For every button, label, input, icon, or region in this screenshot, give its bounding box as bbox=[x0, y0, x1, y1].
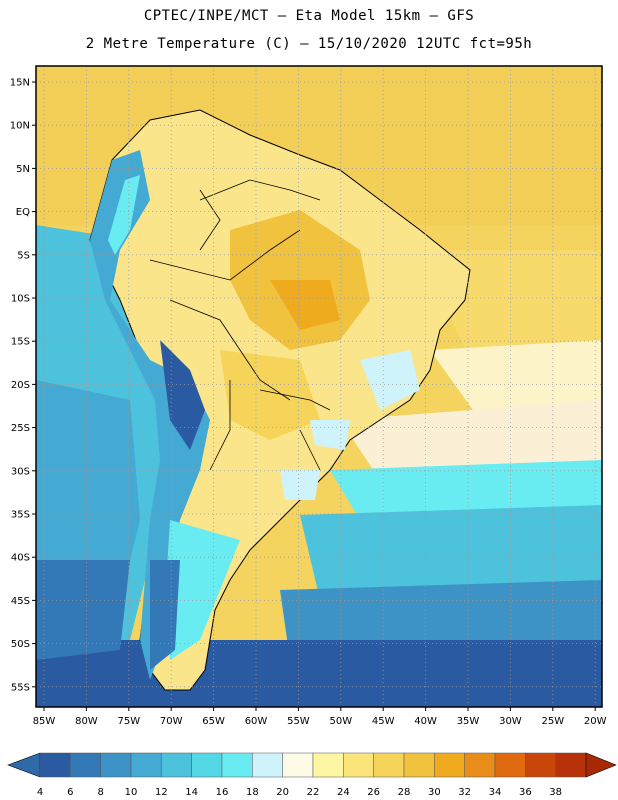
lat-label: 10N bbox=[10, 121, 30, 132]
ocean-south bbox=[36, 640, 602, 707]
gridlines bbox=[36, 66, 602, 707]
lat-label: 35S bbox=[11, 510, 30, 521]
ocean-pale-band bbox=[430, 340, 602, 420]
colorbar-label: 30 bbox=[428, 787, 441, 798]
colorbar-swatch bbox=[282, 752, 314, 778]
uruguay-cool-patch bbox=[280, 470, 320, 500]
lat-label: 55S bbox=[11, 682, 30, 693]
colorbar-max-arrow bbox=[585, 752, 617, 778]
colorbar-swatch bbox=[252, 752, 283, 778]
ocean-cream-band bbox=[340, 400, 602, 480]
colorbar-swatch bbox=[403, 752, 435, 778]
longitude-labels: 85W 80W 75W 70W 65W 60W 55W 50W 45W 40W 35W 30W 25W 2… bbox=[33, 707, 607, 727]
warm-chaco bbox=[220, 350, 320, 440]
hottest-spot bbox=[270, 280, 340, 330]
colorbar-swatch bbox=[161, 752, 192, 778]
lon-label: 20W bbox=[584, 716, 607, 727]
colorbar-label: 10 bbox=[125, 787, 138, 798]
lat-label: 10S bbox=[11, 294, 30, 305]
map-title-line2: 2 Metre Temperature (C) – 15/10/2020 12U… bbox=[85, 36, 533, 52]
colorbar-swatch bbox=[525, 752, 556, 778]
altiplano-cold bbox=[160, 340, 205, 450]
colorbar-label: 22 bbox=[307, 787, 320, 798]
ocean-pacific-south bbox=[36, 560, 130, 660]
lat-label: 5N bbox=[16, 164, 30, 175]
lon-label: 40W bbox=[414, 716, 437, 727]
lon-label: 70W bbox=[160, 716, 183, 727]
lon-label: 65W bbox=[202, 716, 225, 727]
colorbar-label: 16 bbox=[216, 787, 229, 798]
lon-label: 30W bbox=[499, 716, 522, 727]
colorbar-label: 20 bbox=[276, 787, 289, 798]
colorbar-swatch bbox=[343, 752, 374, 778]
colorbar-swatch bbox=[191, 752, 223, 778]
colorbar-swatch bbox=[100, 752, 132, 778]
lat-label: 5S bbox=[17, 250, 30, 261]
colorbar-label: 28 bbox=[398, 787, 411, 798]
colorbar-label: 38 bbox=[549, 787, 562, 798]
colorbar-swatch bbox=[494, 752, 526, 778]
color-bar: 4 6 8 10 12 14 16 18 20 22 24 26 28 30 32 34 36 38 bbox=[7, 752, 617, 798]
colorbar-swatch bbox=[434, 752, 465, 778]
colorbar-label: 6 bbox=[67, 787, 73, 798]
lon-label: 25W bbox=[541, 716, 564, 727]
colorbar-swatch bbox=[221, 752, 253, 778]
map-frame bbox=[35, 65, 603, 708]
lat-label: 30S bbox=[11, 466, 30, 477]
lat-label: 15S bbox=[11, 337, 30, 348]
lat-label: 15N bbox=[10, 78, 30, 89]
lon-label: 80W bbox=[75, 716, 98, 727]
southern-andes bbox=[150, 560, 180, 670]
colorbar-label: 32 bbox=[458, 787, 471, 798]
ocean-band-16 bbox=[330, 460, 602, 520]
colorbar-label: 8 bbox=[97, 787, 103, 798]
lat-label: 25S bbox=[11, 423, 30, 434]
colorbar-label: 34 bbox=[489, 787, 502, 798]
lat-label: 40S bbox=[11, 553, 30, 564]
lat-label: 45S bbox=[11, 596, 30, 607]
latitude-labels: 15N 10N 5N EQ 5S 10S 15S 20S 25S 30S 35S 40S 45S 50S 5… bbox=[10, 78, 36, 693]
lon-label: 75W bbox=[117, 716, 140, 727]
colorbar-swatch bbox=[555, 752, 587, 778]
lat-label: 50S bbox=[11, 639, 30, 650]
map-title-line1: CPTEC/INPE/MCT – Eta Model 15km – GFS bbox=[143, 8, 475, 24]
colorbar-swatch bbox=[130, 752, 162, 778]
colorbar-swatch bbox=[464, 752, 496, 778]
colorbar-swatch bbox=[312, 752, 344, 778]
lon-label: 60W bbox=[245, 716, 268, 727]
map-panel bbox=[35, 65, 603, 708]
colorbar-label: 4 bbox=[37, 787, 43, 798]
lon-label: 85W bbox=[33, 716, 56, 727]
ocean-band-12 bbox=[300, 505, 602, 600]
lon-label: 50W bbox=[329, 716, 352, 727]
lon-label: 45W bbox=[372, 716, 395, 727]
lat-label: 20S bbox=[11, 380, 30, 391]
lon-label: 35W bbox=[457, 716, 480, 727]
colorbar-swatch bbox=[373, 752, 405, 778]
northern-andes bbox=[108, 175, 140, 255]
colorbar-label: 26 bbox=[367, 787, 380, 798]
colorbar-swatch bbox=[39, 752, 71, 778]
country-borders bbox=[149, 179, 331, 471]
colorbar-min-arrow bbox=[7, 752, 41, 778]
colorbar-label: 14 bbox=[185, 787, 198, 798]
colorbar-label: 18 bbox=[246, 787, 259, 798]
lon-label: 55W bbox=[287, 716, 310, 727]
colorbar-swatch bbox=[70, 752, 101, 778]
patagonia-cool bbox=[165, 520, 240, 660]
lat-label: EQ bbox=[16, 207, 30, 218]
colorbar-label: 12 bbox=[155, 787, 168, 798]
colorbar-label: 36 bbox=[519, 787, 532, 798]
colorbar-label: 24 bbox=[337, 787, 350, 798]
se-brazil-cool-patch bbox=[360, 350, 420, 410]
